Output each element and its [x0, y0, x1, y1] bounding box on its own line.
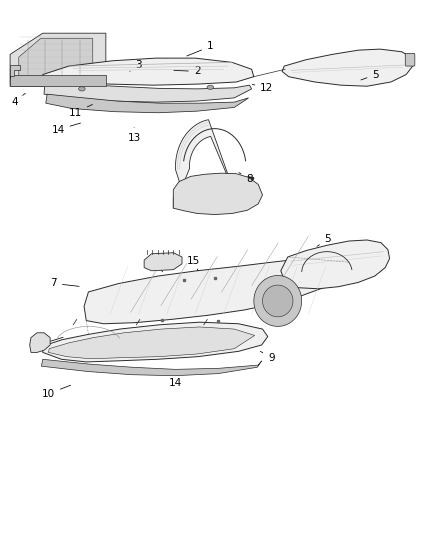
FancyBboxPatch shape	[405, 53, 415, 66]
Polygon shape	[10, 65, 20, 78]
Text: 8: 8	[239, 173, 253, 184]
Text: 11: 11	[69, 104, 92, 118]
Ellipse shape	[207, 85, 214, 90]
Polygon shape	[173, 173, 262, 215]
Polygon shape	[43, 322, 268, 362]
Text: 7: 7	[50, 278, 79, 288]
Text: 14: 14	[169, 372, 182, 388]
Text: 11: 11	[32, 337, 63, 350]
Text: 5: 5	[361, 70, 379, 80]
Text: 10: 10	[42, 385, 71, 399]
Text: 4: 4	[11, 93, 25, 107]
Text: 15: 15	[187, 256, 200, 271]
Text: 3: 3	[130, 60, 142, 71]
Polygon shape	[46, 94, 249, 113]
Polygon shape	[144, 253, 182, 271]
Polygon shape	[262, 285, 293, 317]
Polygon shape	[43, 58, 254, 85]
Text: 2: 2	[174, 67, 201, 76]
Polygon shape	[10, 33, 106, 86]
Polygon shape	[173, 120, 234, 208]
Text: 9: 9	[260, 351, 275, 362]
Ellipse shape	[79, 87, 85, 91]
Polygon shape	[44, 82, 252, 102]
Polygon shape	[30, 333, 50, 352]
Polygon shape	[281, 240, 390, 289]
Polygon shape	[42, 359, 261, 376]
Text: 12: 12	[252, 83, 273, 93]
Polygon shape	[10, 75, 106, 86]
Polygon shape	[254, 276, 302, 326]
Text: 6: 6	[154, 257, 162, 272]
Polygon shape	[19, 38, 93, 83]
Text: 14: 14	[51, 123, 81, 135]
Polygon shape	[48, 327, 254, 359]
Polygon shape	[84, 257, 352, 324]
Text: 13: 13	[127, 127, 141, 143]
Text: 5: 5	[317, 234, 331, 246]
Text: 1: 1	[187, 42, 214, 56]
Polygon shape	[282, 49, 413, 86]
